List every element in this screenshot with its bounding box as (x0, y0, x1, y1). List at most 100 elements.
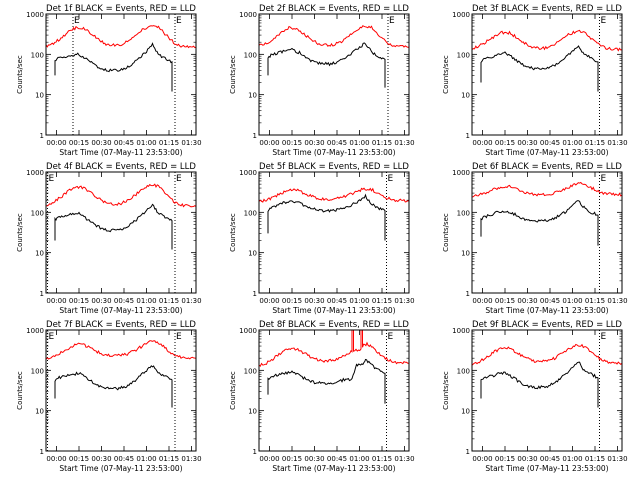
plot-frame (45, 171, 197, 294)
x-tick-label: 00:00 (472, 139, 492, 147)
y-tick-label: 10 (461, 250, 470, 258)
panel-6: Det 6f BLACK = Events, RED = LLD E 1 10 100 1… (442, 162, 628, 315)
y-tick-label: 100 (457, 51, 470, 59)
marker-label: E (388, 332, 394, 342)
y-tick-label: 1 (253, 290, 257, 298)
y-axis-label: Counts/sec (442, 213, 450, 252)
x-axis-label: Start Time (07-May-11 23:53:00) (485, 464, 608, 473)
lld-series-line (472, 181, 622, 198)
events-series-line (480, 200, 599, 246)
y-tick-label: 1 (40, 132, 44, 140)
x-axis-label: Start Time (07-May-11 23:53:00) (59, 464, 182, 473)
y-tick-label: 1 (466, 132, 470, 140)
x-tick-label: 01:15 (159, 297, 179, 305)
y-axis-label: Counts/sec (229, 213, 237, 252)
y-axis-label: Counts/sec (229, 55, 237, 94)
panel-title: Det 5f BLACK = Events, RED = LLD (259, 162, 409, 172)
x-tick-label: 00:30 (517, 455, 537, 463)
marker-label: E (601, 16, 607, 26)
x-axis-label: Start Time (07-May-11 23:53:00) (59, 148, 182, 157)
x-tick-label: 00:30 (91, 297, 111, 305)
y-axis-label: Counts/sec (442, 55, 450, 94)
panel-title: Det 4f BLACK = Events, RED = LLD (46, 162, 196, 172)
y-tick-label: 1 (466, 448, 470, 456)
y-tick-label: 1000 (452, 327, 470, 335)
lld-series-line (46, 25, 196, 49)
x-tick-label: 01:15 (585, 455, 605, 463)
x-tick-label: 01:30 (394, 297, 414, 305)
y-tick-label: 10 (248, 408, 257, 416)
x-tick-label: 00:45 (327, 455, 347, 463)
x-axis-label: Start Time (07-May-11 23:53:00) (272, 306, 395, 315)
y-tick-label: 1000 (239, 11, 257, 19)
marker-label: E (74, 16, 80, 26)
marker-label: E (49, 174, 55, 184)
marker-label: E (176, 332, 182, 342)
x-tick-label: 01:15 (585, 139, 605, 147)
events-series-line (480, 361, 599, 408)
y-tick-label: 100 (31, 51, 44, 59)
x-tick-label: 00:00 (259, 139, 279, 147)
y-tick-label: 100 (457, 209, 470, 217)
x-tick-label: 00:00 (259, 455, 279, 463)
y-tick-label: 1 (253, 132, 257, 140)
y-tick-label: 10 (461, 408, 470, 416)
events-series-line (267, 42, 386, 88)
x-tick-label: 00:30 (91, 455, 111, 463)
x-tick-label: 00:45 (327, 297, 347, 305)
x-tick-label: 01:30 (607, 455, 627, 463)
marker-label: E (176, 174, 182, 184)
x-tick-label: 01:30 (394, 139, 414, 147)
events-series-line (54, 203, 173, 250)
events-series-line (54, 42, 173, 92)
x-tick-label: 00:30 (304, 455, 324, 463)
y-tick-label: 10 (461, 92, 470, 100)
events-series-line (54, 365, 173, 408)
y-tick-label: 10 (35, 92, 44, 100)
y-tick-label: 1000 (26, 327, 44, 335)
marker-label: E (49, 332, 55, 342)
lld-series-line (259, 25, 409, 48)
x-tick-label: 00:45 (114, 297, 134, 305)
y-tick-label: 1 (253, 448, 257, 456)
marker-label: E (601, 174, 607, 184)
panel-1: Det 1f BLACK = Events, RED = LLD E E 1 10 100… (16, 4, 202, 157)
panel-2: Det 2f BLACK = Events, RED = LLD E 1 10 100 1… (229, 4, 415, 157)
marker-label: E (176, 16, 182, 26)
x-tick-label: 00:30 (304, 297, 324, 305)
y-tick-label: 100 (31, 209, 44, 217)
y-tick-label: 1 (40, 448, 44, 456)
x-tick-label: 00:15 (282, 455, 302, 463)
x-tick-label: 01:00 (136, 455, 156, 463)
y-tick-label: 10 (35, 408, 44, 416)
x-tick-label: 01:00 (136, 297, 156, 305)
x-tick-label: 01:30 (607, 297, 627, 305)
x-tick-label: 00:30 (91, 139, 111, 147)
x-tick-label: 01:30 (607, 139, 627, 147)
events-series-line (267, 358, 386, 404)
y-axis-label: Counts/sec (229, 371, 237, 410)
panel-title: Det 1f BLACK = Events, RED = LLD (46, 4, 196, 14)
x-tick-label: 00:30 (304, 139, 324, 147)
x-tick-label: 01:15 (372, 139, 392, 147)
plot-frame (471, 171, 623, 294)
x-axis-label: Start Time (07-May-11 23:53:00) (272, 148, 395, 157)
panel-title: Det 6f BLACK = Events, RED = LLD (472, 162, 622, 172)
lld-series-line (472, 29, 622, 52)
y-axis-label: Counts/sec (16, 371, 24, 410)
x-tick-label: 01:00 (562, 455, 582, 463)
x-tick-label: 00:45 (114, 455, 134, 463)
y-tick-label: 1000 (452, 11, 470, 19)
y-axis-label: Counts/sec (16, 213, 24, 252)
panel-title: Det 8f BLACK = Events, RED = LLD (259, 320, 409, 330)
panel-9: Det 9f BLACK = Events, RED = LLD E 1 10 100 1… (442, 320, 628, 473)
panel-4: Det 4f BLACK = Events, RED = LLD E E 1 10 100… (16, 162, 202, 315)
x-tick-label: 01:30 (181, 139, 201, 147)
x-tick-label: 00:15 (69, 297, 89, 305)
panel-8: Det 8f BLACK = Events, RED = LLD E 1 10 100 1… (229, 320, 415, 473)
x-tick-label: 01:00 (349, 455, 369, 463)
x-tick-label: 00:00 (472, 297, 492, 305)
y-tick-label: 1000 (452, 169, 470, 177)
x-tick-label: 01:15 (159, 139, 179, 147)
